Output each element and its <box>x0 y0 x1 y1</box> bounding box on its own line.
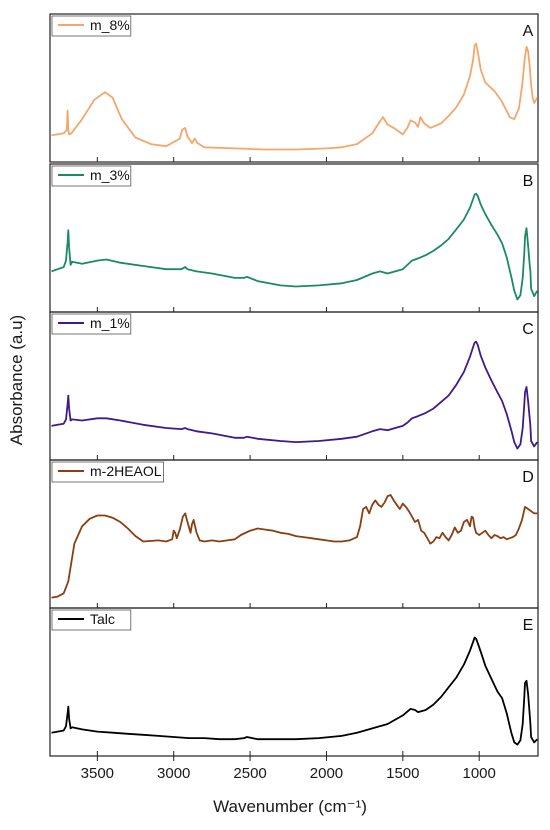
legend-box <box>51 15 132 37</box>
legend-a: m_8% <box>51 15 132 37</box>
x-axis: 3500 3000 2500 2000 1500 1000 <box>81 756 496 782</box>
legend-box <box>51 461 164 483</box>
legend-d: m-2HEAOL <box>51 461 164 483</box>
x-tick-label: 1000 <box>463 765 496 782</box>
legend-label: m_1% <box>90 315 130 331</box>
y-axis-label: Absorbance (a.u) <box>7 315 26 445</box>
panel-a: m_8% A <box>49 13 539 163</box>
legend-label: m_3% <box>90 167 130 183</box>
series-line-a <box>51 42 538 151</box>
legend-e: Talc <box>51 609 132 631</box>
legend-label: m-2HEAOL <box>90 463 162 479</box>
series-line-d <box>51 494 538 599</box>
series-line-b <box>51 192 538 301</box>
panel-letter: A <box>523 23 534 40</box>
panel-letter: B <box>523 173 534 190</box>
x-tick-label: 2500 <box>233 765 266 782</box>
panel-letter: C <box>522 321 534 338</box>
series-line-c <box>51 340 538 450</box>
x-tick-label: 1500 <box>386 765 419 782</box>
x-tick-label: 2000 <box>310 765 343 782</box>
panel-d: m-2HEAOL D <box>49 459 539 609</box>
panels-layer: m_8% Am_3% Bm_1% Cm-2HEAOL D Talc E <box>49 13 539 757</box>
series-line-e <box>51 636 538 746</box>
legend-box <box>51 609 132 631</box>
legend-label: m_8% <box>90 17 130 33</box>
panel-frame <box>49 607 539 757</box>
legend-b: m_3% <box>51 165 132 187</box>
legend-box <box>51 313 132 335</box>
panel-letter: D <box>522 469 534 486</box>
legend-label: Talc <box>90 611 115 627</box>
x-tick-label: 3000 <box>157 765 190 782</box>
panel-e: Talc E <box>49 607 539 757</box>
panel-letter: E <box>523 617 534 634</box>
legend-c: m_1% <box>51 313 132 335</box>
legend-box <box>51 165 132 187</box>
panel-c: m_1% C <box>49 311 539 461</box>
panel-b: m_3% B <box>49 163 539 313</box>
x-axis-label: Wavenumber (cm⁻¹) <box>213 797 367 816</box>
x-tick-label: 3500 <box>81 765 114 782</box>
panel-frame <box>49 13 539 163</box>
